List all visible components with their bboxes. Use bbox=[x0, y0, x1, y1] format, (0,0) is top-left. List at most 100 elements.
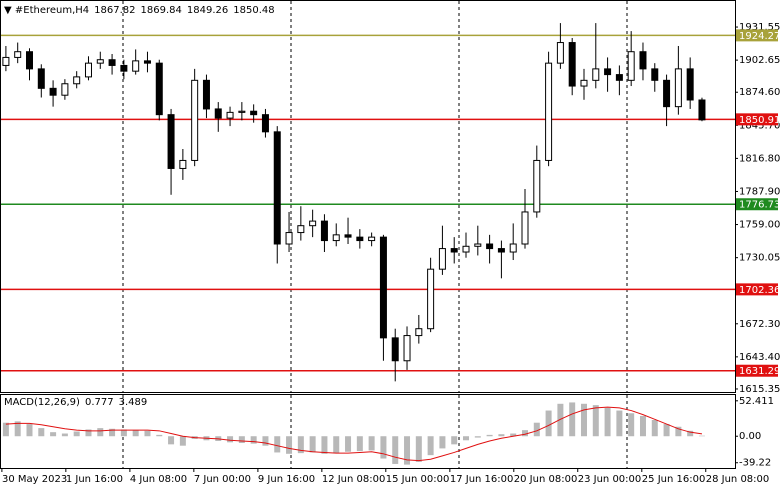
macd-bar bbox=[663, 424, 670, 437]
candle-body bbox=[509, 243, 517, 253]
candle-body bbox=[615, 74, 623, 81]
candle-body bbox=[651, 68, 659, 81]
candle-body bbox=[474, 243, 482, 247]
candle-body bbox=[604, 68, 612, 76]
x-tick-label: 1 Jun 16:00 bbox=[66, 474, 123, 485]
candle-body bbox=[2, 56, 10, 66]
level-label: 1702.36 bbox=[739, 285, 780, 296]
candle-body bbox=[120, 64, 128, 72]
macd-title: MACD(12,26,9) bbox=[4, 397, 80, 408]
macd-bar bbox=[533, 422, 540, 437]
candle-body bbox=[663, 79, 671, 108]
candle-body bbox=[214, 108, 222, 119]
macd-bar bbox=[132, 430, 139, 437]
candle-body bbox=[250, 110, 258, 116]
open-value: 1867.82 bbox=[94, 5, 135, 16]
level-label: 1776.73 bbox=[739, 200, 780, 211]
candle-body bbox=[344, 234, 352, 238]
candle-body bbox=[545, 62, 553, 161]
candle-body bbox=[61, 83, 69, 96]
main-panel bbox=[0, 0, 736, 393]
candle-body bbox=[179, 159, 187, 169]
y-tick-label: 1902.65 bbox=[739, 55, 780, 66]
macd-bar bbox=[628, 413, 635, 437]
macd-bar bbox=[61, 433, 68, 437]
candle-body bbox=[108, 59, 116, 66]
x-tick-label: 28 Jun 08:00 bbox=[706, 474, 770, 485]
candle-body bbox=[686, 68, 694, 101]
candle-body bbox=[143, 60, 151, 64]
candle-body bbox=[427, 268, 435, 330]
candle-body bbox=[674, 68, 682, 108]
macd-bar bbox=[545, 410, 552, 437]
chart-header: ▼ #Ethereum,H4 1867.82 1869.84 1849.26 1850.… bbox=[4, 5, 275, 16]
level-label: 1850.91 bbox=[739, 115, 780, 126]
candle-body bbox=[261, 114, 269, 133]
macd-bar bbox=[486, 434, 493, 437]
y-tick-label: 0.00 bbox=[739, 431, 761, 442]
macd-bar bbox=[569, 402, 576, 437]
candle-body bbox=[49, 87, 57, 96]
high-value: 1869.84 bbox=[141, 5, 182, 16]
macd-bar bbox=[238, 436, 245, 443]
x-tick-label: 7 Jun 00:00 bbox=[194, 474, 251, 485]
macd-bar bbox=[651, 420, 658, 437]
macd-bar bbox=[85, 429, 92, 437]
candle-body bbox=[639, 51, 647, 70]
candle-body bbox=[167, 114, 175, 169]
macd-bar bbox=[73, 431, 80, 437]
level-label-box bbox=[736, 198, 778, 211]
candle-body bbox=[368, 236, 376, 242]
close-value: 1850.48 bbox=[233, 5, 274, 16]
y-tick-label: 1730.05 bbox=[739, 253, 780, 264]
x-tick-label: 25 Jun 16:00 bbox=[642, 474, 706, 485]
candle-body bbox=[309, 220, 317, 227]
macd-bar bbox=[604, 407, 611, 437]
candle-body bbox=[521, 211, 529, 245]
macd-bar bbox=[498, 434, 505, 437]
macd-bar bbox=[227, 436, 234, 443]
x-tick-label: 30 May 2023 bbox=[2, 474, 67, 485]
y-tick-label: 52.411 bbox=[739, 396, 774, 407]
y-tick-label: -39.22 bbox=[739, 458, 771, 469]
candle-body bbox=[698, 99, 706, 121]
macd-bar bbox=[439, 436, 446, 449]
candle-body bbox=[37, 68, 45, 89]
candle-body bbox=[96, 59, 104, 64]
macd-header: MACD(12,26,9) 0.777 3.489 bbox=[4, 397, 147, 408]
macd-bar bbox=[687, 430, 694, 437]
macd-bar bbox=[356, 436, 363, 452]
macd-bar bbox=[415, 436, 422, 462]
level-label: 1924.27 bbox=[739, 31, 780, 42]
x-tick-label: 17 Jun 16:00 bbox=[450, 474, 514, 485]
macd-bar bbox=[26, 424, 33, 437]
chart-title: #Ethereum,H4 bbox=[15, 5, 89, 16]
macd-bar bbox=[286, 436, 293, 454]
candle-body bbox=[462, 245, 470, 253]
macd-bar bbox=[156, 434, 163, 437]
candle-body bbox=[238, 110, 246, 113]
candle-body bbox=[191, 79, 199, 161]
candle-body bbox=[285, 232, 293, 245]
level-label-box bbox=[736, 364, 778, 377]
candle-body bbox=[379, 236, 387, 339]
x-tick-label: 4 Jun 08:00 bbox=[130, 474, 187, 485]
candle-body bbox=[592, 68, 600, 81]
macd-bar bbox=[309, 436, 316, 453]
x-tick-label: 9 Jun 16:00 bbox=[258, 474, 315, 485]
candle-body bbox=[297, 225, 305, 234]
candle-body bbox=[356, 236, 364, 242]
candle-body bbox=[273, 131, 281, 245]
signal-line bbox=[5, 406, 703, 462]
y-tick-label: 1787.90 bbox=[739, 186, 780, 197]
macd-bar bbox=[380, 436, 387, 459]
y-tick-label: 1816.80 bbox=[739, 153, 780, 164]
candle-body bbox=[320, 220, 328, 242]
candle-body bbox=[486, 243, 494, 250]
macd-bar bbox=[262, 436, 269, 446]
candle-body bbox=[497, 248, 505, 253]
candle-body bbox=[415, 328, 423, 337]
level-label: 1631.29 bbox=[739, 366, 780, 377]
candle-body bbox=[25, 51, 33, 70]
macd-bar bbox=[522, 430, 528, 437]
